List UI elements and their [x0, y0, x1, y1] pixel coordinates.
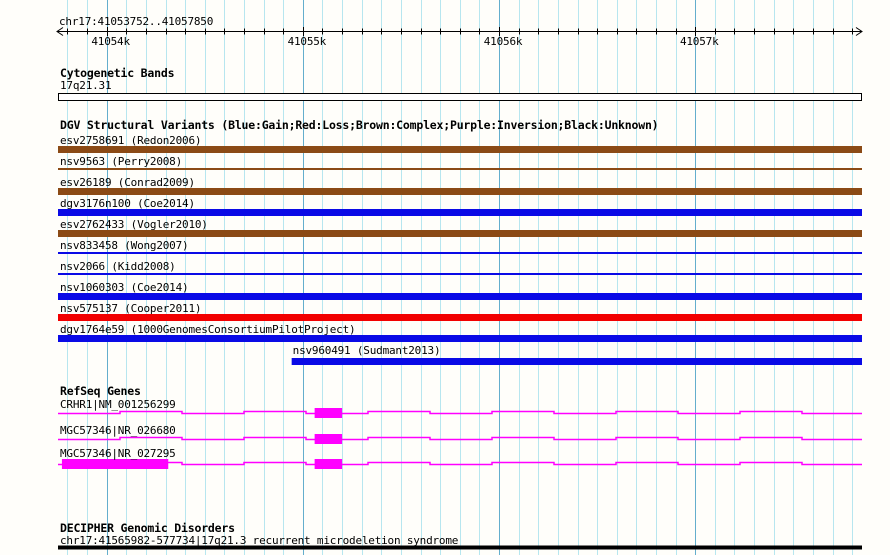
exon-box[interactable]	[314, 408, 343, 418]
gene-label[interactable]: CRHR1|NM_001256299	[60, 398, 176, 411]
ruler-tick-label: 41055k	[287, 35, 327, 48]
gene-intron-line	[58, 436, 862, 441]
exon-box[interactable]	[61, 459, 169, 469]
ruler-tick-label: 41054k	[91, 35, 130, 48]
gene-glyph[interactable]	[58, 459, 862, 469]
gene-glyph[interactable]	[58, 408, 862, 418]
ruler-tick-label: 41057k	[679, 35, 719, 48]
variant-label[interactable]: dgv3176n100 (Coe2014)	[60, 197, 195, 210]
variant-bar[interactable]	[58, 273, 862, 275]
variant-label[interactable]: esv26189 (Conrad2009)	[60, 176, 195, 189]
variant-bar[interactable]	[58, 209, 862, 216]
gene-intron-line	[58, 410, 862, 415]
variant-bar[interactable]	[58, 314, 862, 321]
section-title-refseq-genes: RefSeq Genes	[60, 384, 141, 398]
gridlines	[67, 0, 853, 555]
coordinate-ruler	[56, 27, 863, 36]
variant-label[interactable]: nsv833458 (Wong2007)	[60, 239, 189, 252]
variant-label[interactable]: nsv2066 (Kidd2008)	[60, 260, 176, 273]
cytoband-box[interactable]	[58, 93, 862, 101]
gene-intron-line	[58, 461, 862, 466]
variant-label[interactable]: nsv1060303 (Coe2014)	[60, 281, 189, 294]
variant-label[interactable]: nsv960491 (Sudmant2013)	[292, 344, 441, 357]
gene-label[interactable]: MGC57346|NR_027295	[60, 447, 176, 460]
variant-bar[interactable]	[58, 252, 862, 254]
variant-label[interactable]: esv2758691 (Redon2006)	[60, 134, 202, 147]
ruler-tick-label: 41056k	[483, 35, 523, 48]
region-coordinates: chr17:41053752..41057850	[59, 15, 214, 28]
variant-bar[interactable]	[58, 188, 862, 195]
variant-bar[interactable]	[291, 358, 863, 365]
section-title-dgv-variants: DGV Structural Variants (Blue:Gain;Red:L…	[60, 118, 659, 132]
variant-label[interactable]: dgv1764e59 (1000GenomesConsortiumPilotPr…	[60, 323, 356, 336]
cytoband-label[interactable]: 17q21.31	[60, 79, 112, 92]
variant-bar[interactable]	[58, 335, 862, 342]
variant-label[interactable]: esv2762433 (Vogler2010)	[60, 218, 208, 231]
left-arrow-icon	[56, 27, 64, 36]
variant-label[interactable]: nsv9563 (Perry2008)	[60, 155, 183, 168]
variant-bar[interactable]	[58, 230, 862, 237]
right-arrow-icon	[855, 27, 863, 36]
gene-glyph[interactable]	[58, 434, 862, 444]
variant-bar[interactable]	[58, 168, 862, 170]
gene-label[interactable]: MGC57346|NR_026680	[60, 424, 176, 437]
disorder-bar[interactable]	[58, 545, 862, 550]
section-title-decipher: DECIPHER Genomic Disorders	[60, 521, 235, 535]
exon-box[interactable]	[314, 459, 343, 469]
variant-bar[interactable]	[58, 293, 862, 300]
exon-box[interactable]	[314, 434, 343, 444]
section-title-cytogenetic-bands: Cytogenetic Bands	[60, 66, 175, 80]
disorder-label[interactable]: chr17:41565982-577734|17q21.3 recurrent …	[60, 534, 459, 547]
variant-bar[interactable]	[58, 146, 862, 153]
variant-label[interactable]: nsv575137 (Cooper2011)	[60, 302, 202, 315]
